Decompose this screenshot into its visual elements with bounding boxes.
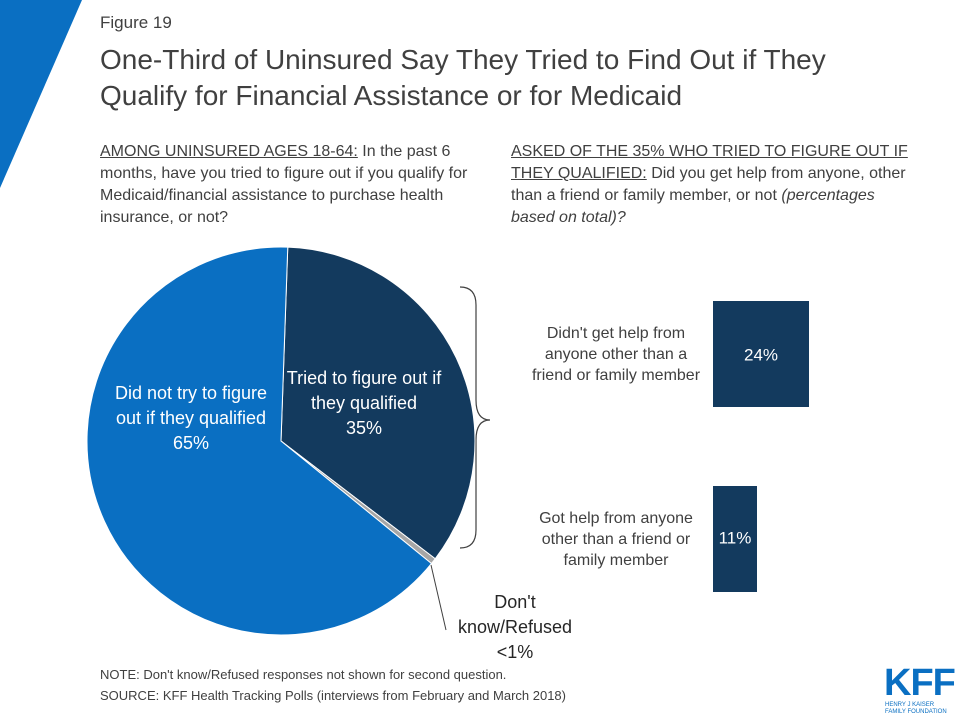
slice-value-label: 35% <box>345 418 383 438</box>
figure-label: Figure 19 <box>100 13 172 32</box>
leader-line <box>430 564 447 631</box>
bracket <box>459 286 491 549</box>
bar <box>713 486 757 592</box>
logo: KFF <box>884 662 956 704</box>
question-prefix: AMONG UNINSURED AGES 18-64: <box>100 143 358 160</box>
note: NOTE: Don't know/Refused responses not s… <box>100 667 507 682</box>
title: One-Third of Uninsured Say They Tried to… <box>100 44 826 111</box>
question-note: (percentages based on total)? <box>511 187 875 226</box>
question-prefix: ASKED OF THE 35% WHO TRIED TO FIGURE OUT… <box>511 143 908 182</box>
question-text: Did you get help from anyone, other than… <box>511 165 906 204</box>
left-question: AMONG UNINSURED AGES 18-64: In the past … <box>100 141 470 229</box>
right-question: ASKED OF THE 35% WHO TRIED TO FIGURE OUT… <box>511 141 921 229</box>
pie-slice <box>280 246 476 560</box>
slice-label: Did not try to figure out if they qualif… <box>114 383 268 428</box>
slice-label: Don't know/Refused <box>457 592 573 637</box>
bar-category-label: Got help from anyone other than a friend… <box>539 509 693 569</box>
bar-value-label: 11% <box>719 528 752 547</box>
source: SOURCE: KFF Health Tracking Polls (inter… <box>100 688 566 703</box>
slice-value-label: <1% <box>496 642 534 662</box>
question-text: In the past 6 months, have you tried to … <box>100 143 468 226</box>
logo-subtitle: HENRY J KAISER FAMILY FOUNDATION <box>885 702 947 715</box>
bar <box>713 301 809 407</box>
slice-value-label: 65% <box>172 433 210 453</box>
bar-category-label: Didn't get help from anyone other than a… <box>531 324 701 384</box>
pie-slice <box>86 246 433 636</box>
bar-value-label: 24% <box>744 345 778 364</box>
slice-label: Tried to figure out if they qualified <box>286 368 442 413</box>
corner-decoration <box>0 0 82 188</box>
